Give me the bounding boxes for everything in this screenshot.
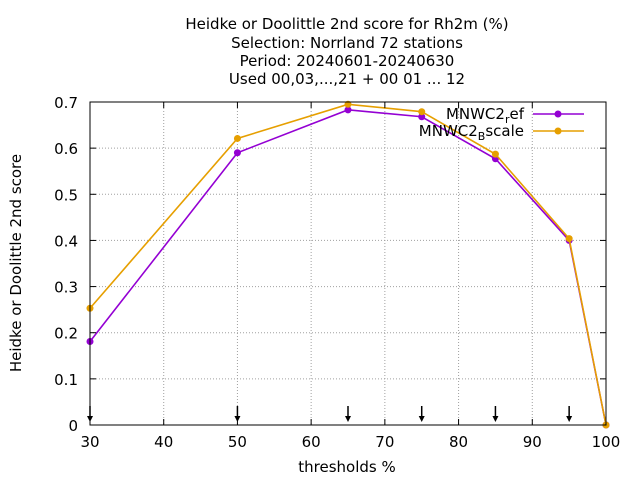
threshold-arrow-head [345,416,351,422]
data-point [233,149,241,157]
data-point [418,108,426,116]
y-tick-label: 0.1 [54,371,78,389]
x-tick-label: 90 [523,433,542,451]
tick-labels: 30 40 50 60 70 80 90 100 0 0.1 0.2 0.3 0.4 0.5 0.6 0.7 [54,94,620,451]
x-tick-label: 50 [228,433,247,451]
data-point [344,106,352,114]
title-line-2: Selection: Norrland 72 stations [231,34,463,52]
grid [90,102,606,425]
plot-frame [89,101,607,426]
title-line-1: Heidke or Doolittle 2nd score for Rh2m (… [185,15,508,33]
legend-swatch-point [554,127,562,135]
x-tick-label: 100 [592,433,621,451]
data-point [233,134,241,142]
legend-label: MNWC2Bscale [419,122,524,143]
title-line-4: Used 00,03,...,21 + 00 01 ... 12 [229,70,465,88]
y-tick-label: 0.2 [54,325,78,343]
y-axis-label: Heidke or Doolittle 2nd score [7,154,25,372]
legend-label: MNWC2ref [446,105,525,126]
threshold-arrow-head [418,416,425,422]
y-tick-label: 0.5 [54,186,78,204]
chart-title: Heidke or Doolittle 2nd score for Rh2m (… [185,15,508,88]
y-tick-label: 0 [68,417,78,435]
x-tick-label: 60 [302,433,321,451]
y-tick-label: 0.7 [54,94,78,112]
y-tick-label: 0.3 [54,279,78,297]
series-line [89,103,607,426]
series-line [89,109,607,426]
x-tick-label: 40 [154,433,173,451]
data-point [418,113,426,121]
x-axis-label: thresholds % [298,458,395,476]
series-1 [86,106,610,429]
legend-swatch-point [554,110,562,118]
threshold-arrow-head [566,416,573,422]
x-tick-label: 70 [375,433,394,451]
x-tick-label: 30 [80,433,99,451]
y-tick-label: 0.4 [54,232,78,250]
plot-border [89,101,607,426]
series-layer [86,100,610,429]
x-tick-label: 80 [449,433,468,451]
series-2 [86,100,610,429]
title-line-3: Period: 20240601-20240630 [240,52,455,70]
legend-entry-1: MNWC2ref [446,105,584,126]
legend-entry-2: MNWC2Bscale [419,122,584,143]
data-point [565,235,573,243]
y-tick-label: 0.6 [54,140,78,158]
threshold-arrows [87,406,573,422]
threshold-arrow-head [492,416,499,422]
data-point [491,150,499,158]
data-point [344,100,352,108]
